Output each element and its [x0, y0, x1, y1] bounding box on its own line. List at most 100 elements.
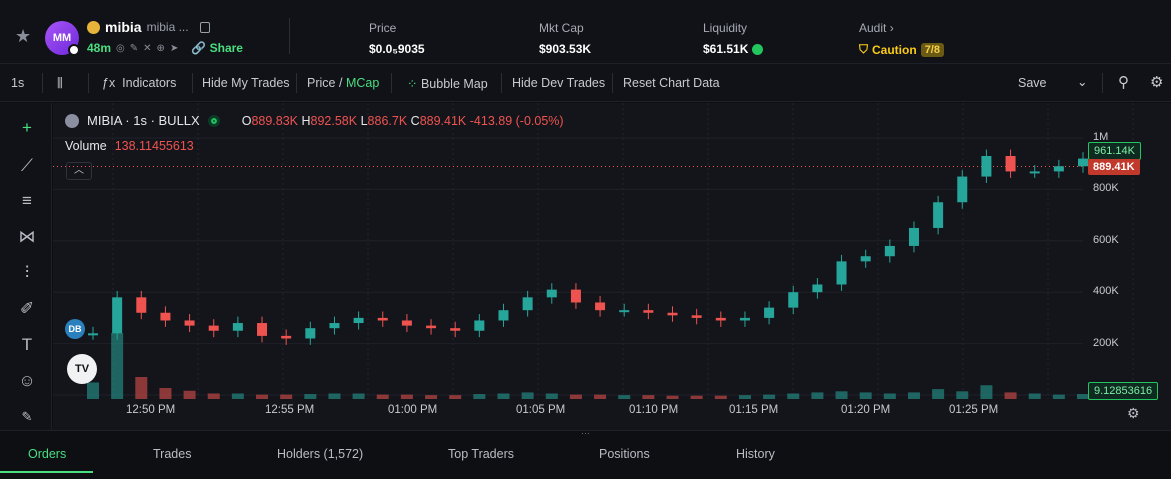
token-age: 48m — [87, 41, 112, 55]
candle — [305, 328, 316, 339]
share-button[interactable]: 🔗 Share — [191, 41, 243, 55]
token-title-row: mibia mibia ... — [87, 19, 210, 35]
tab-positions[interactable]: Positions — [599, 447, 650, 461]
trend-line-icon[interactable]: ⟋ — [21, 156, 33, 175]
volume-tag: 9.12853616 — [1088, 382, 1159, 400]
copy-icon[interactable] — [199, 21, 210, 33]
volume-bar — [932, 389, 945, 399]
tab-orders[interactable]: Orders — [28, 447, 67, 461]
horizontal-lines-icon[interactable]: ≡ — [22, 191, 32, 210]
interval-selector[interactable]: 1s — [11, 76, 25, 90]
x-tick-label: 01:25 PM — [949, 404, 999, 416]
volume-bar — [183, 390, 196, 399]
volume-bar — [473, 394, 486, 399]
tab-history[interactable]: History — [736, 447, 775, 461]
hide-dev-trades-button[interactable]: Hide Dev Trades — [512, 76, 606, 90]
tab-top-traders[interactable]: Top Traders — [448, 447, 515, 461]
volume-bar — [280, 394, 293, 399]
text-tool-icon[interactable]: T — [21, 335, 33, 354]
x-icon[interactable]: ✕ — [143, 42, 152, 54]
ruler-icon[interactable]: ✎ — [21, 409, 33, 424]
candle — [136, 297, 147, 313]
save-button[interactable]: Save — [1018, 76, 1047, 90]
y-tick-label: 600K — [1093, 233, 1119, 246]
candle — [546, 289, 557, 298]
volume-bar — [883, 393, 896, 399]
candle — [329, 323, 340, 329]
y-tick-label: 1M — [1093, 131, 1109, 143]
stat-label: Liquidity — [703, 21, 748, 35]
indicators-label: Indicators — [122, 76, 177, 90]
candle — [160, 312, 171, 321]
volume-bar — [763, 394, 776, 399]
emoji-icon[interactable]: ☺ — [18, 371, 36, 390]
collapse-legend-button[interactable]: ︿ — [66, 162, 92, 180]
stat-price: Price $0.0₅9035 — [369, 21, 425, 56]
candles-icon[interactable]: ⫼ — [57, 76, 63, 90]
bubble-map-button[interactable]: ⁘ Bubble Map — [407, 76, 488, 91]
candle — [715, 317, 726, 321]
candle — [208, 325, 219, 331]
tradingview-logo[interactable]: TV — [67, 354, 97, 384]
resize-handle[interactable]: ⋯ — [581, 428, 590, 438]
tab-trades[interactable]: Trades — [153, 447, 192, 461]
symbol-logo-icon — [65, 113, 79, 128]
pattern-icon[interactable]: ⋈ — [18, 227, 36, 246]
stat-liquidity: Liquidity $61.51K — [703, 21, 764, 56]
stat-mkt-cap: Mkt Cap $903.53K — [539, 21, 591, 56]
y-tick-label: 400K — [1093, 285, 1119, 298]
candle — [788, 292, 799, 308]
volume-bar — [304, 394, 317, 399]
coin-icon — [87, 20, 100, 34]
low-label: L — [360, 113, 368, 128]
reset-chart-button[interactable]: Reset Chart Data — [623, 76, 720, 90]
quick-search-icon[interactable]: ⚲ — [1118, 74, 1129, 91]
chart-legend: MIBIA · 1s · BULLX O889.83K H892.58K L88… — [65, 113, 564, 128]
volume-bar — [87, 382, 99, 399]
stat-audit[interactable]: Audit › ⛉ Caution 7/8 — [859, 21, 944, 57]
price-chart[interactable]: MIBIA · 1s · BULLX O889.83K H892.58K L88… — [53, 103, 1171, 430]
chevron-down-icon[interactable]: ⌄ — [1077, 75, 1088, 89]
volume-bar — [135, 377, 148, 399]
bubble-icon: ⁘ — [407, 77, 418, 91]
open-value: 889.83K — [251, 113, 299, 128]
candle — [981, 155, 992, 177]
candle — [112, 297, 123, 334]
stat-value-row: $61.51K — [703, 42, 764, 56]
stat-label: Price — [369, 21, 397, 35]
volume-bar — [159, 388, 172, 399]
change-value: -413.89 (-0.05%) — [469, 113, 564, 128]
volume-bar — [256, 394, 269, 399]
mcap-option: MCap — [345, 76, 380, 90]
candle — [377, 317, 388, 321]
star-icon[interactable]: ★ — [15, 26, 32, 46]
volume-bar — [207, 393, 220, 399]
volume-bar — [1028, 393, 1041, 399]
volume-bar — [352, 393, 365, 399]
chart-settings-icon[interactable]: ⚙ — [1127, 405, 1140, 421]
divider — [391, 73, 392, 93]
candle — [739, 317, 750, 321]
globe-icon[interactable]: ⊕ — [156, 42, 165, 54]
x-tick-label: 12:50 PM — [126, 404, 176, 416]
tab-holders[interactable]: Holders (1,572) — [277, 447, 364, 461]
pen-icon[interactable]: ✎ — [129, 42, 139, 54]
price-mcap-toggle[interactable]: Price / MCap — [307, 76, 379, 90]
indicators-button[interactable]: ƒx Indicators — [102, 76, 176, 90]
y-tick-label: 200K — [1093, 336, 1119, 349]
crosshair-icon[interactable]: + — [22, 118, 32, 137]
gear-icon[interactable]: ⚙ — [1150, 74, 1164, 91]
brush-icon[interactable]: ✐ — [19, 299, 35, 318]
volume-bar — [425, 395, 438, 399]
search-icon[interactable]: ◎ — [116, 42, 125, 54]
chart-canvas[interactable] — [53, 103, 1171, 430]
fib-icon[interactable]: ⫶ — [24, 263, 30, 282]
candle — [908, 227, 919, 246]
ohlc-values: O889.83K H892.58K L886.7K C889.41K -413.… — [242, 114, 564, 128]
hide-my-trades-button[interactable]: Hide My Trades — [202, 76, 290, 90]
volume-bar — [835, 391, 848, 399]
telegram-icon[interactable]: ➤ — [169, 42, 179, 54]
token-name: mibia ... — [146, 20, 189, 34]
dev-buy-marker[interactable]: DB — [65, 319, 85, 339]
volume-bar — [811, 392, 824, 399]
